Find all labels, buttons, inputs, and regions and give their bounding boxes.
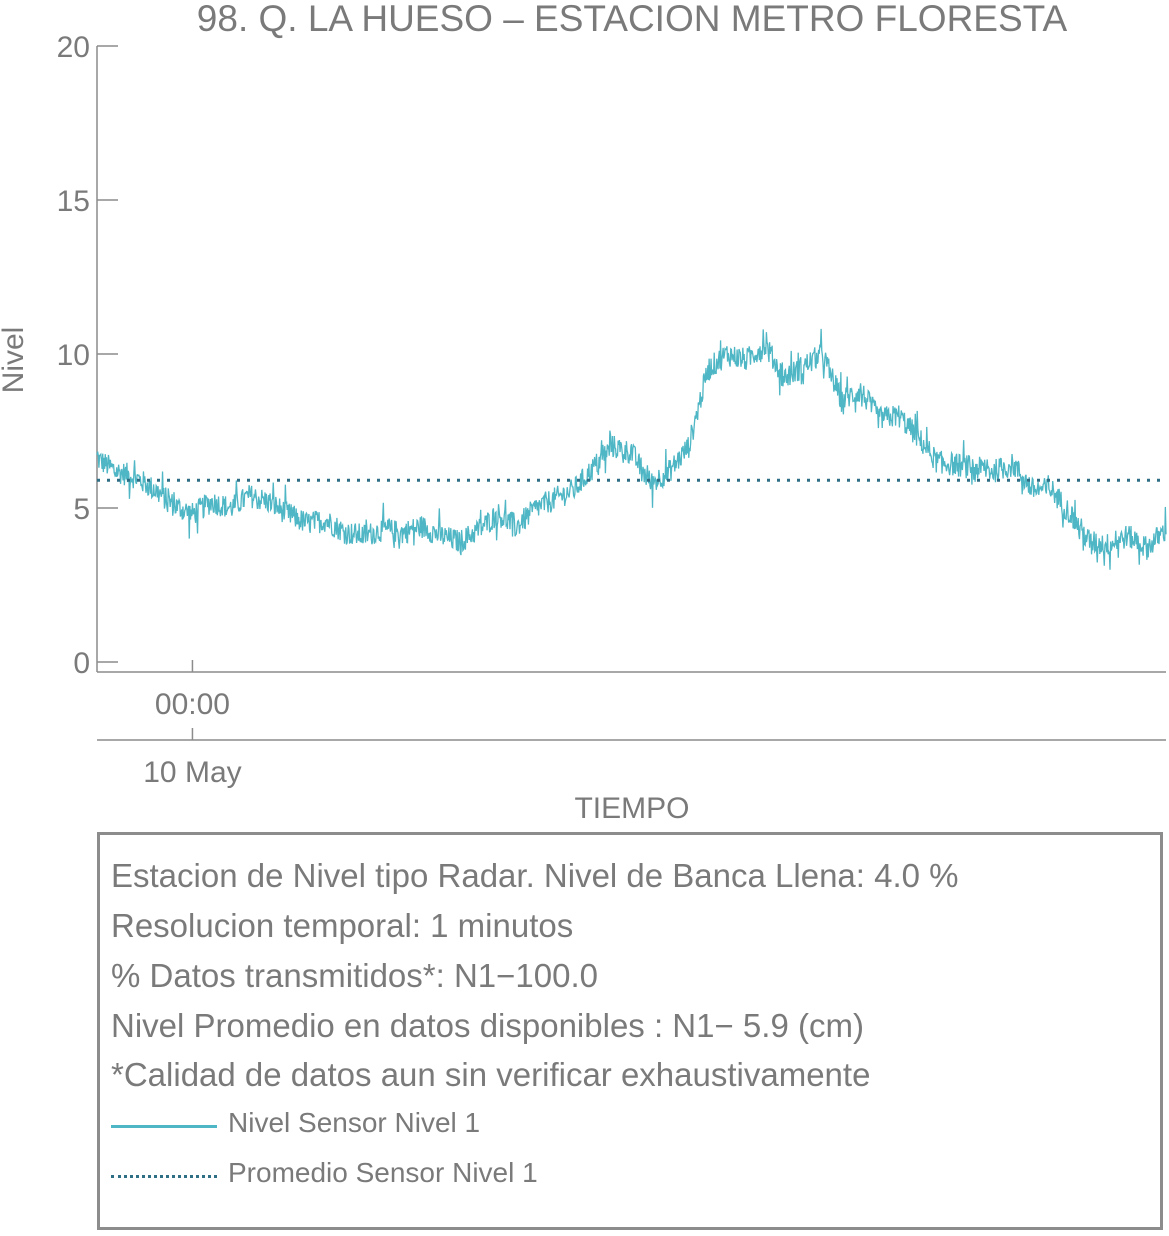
y-tick-label-0: 0 xyxy=(73,647,90,680)
legend-swatch-solid xyxy=(111,1125,217,1128)
series-group xyxy=(96,328,1167,570)
info-line-radar: Estacion de Nivel tipo Radar. Nivel de B… xyxy=(111,857,959,894)
y-tick-label-3: 15 xyxy=(57,185,90,218)
info-line-transmitted: % Datos transmitidos*: N1−100.0 xyxy=(111,957,598,994)
y-axis-label: Nivel xyxy=(0,327,30,394)
legend-item-nivel: Nivel Sensor Nivel 1 xyxy=(111,1107,811,1147)
legend-item-promedio: Promedio Sensor Nivel 1 xyxy=(111,1157,811,1197)
legend-label-promedio: Promedio Sensor Nivel 1 xyxy=(228,1157,538,1188)
legend-swatch-dotted xyxy=(111,1175,217,1178)
x-axis xyxy=(97,671,1166,741)
y-ticks: 0 5 10 15 20 xyxy=(57,31,118,680)
chart-title: 98. Q. LA HUESO – ESTACION METRO FLOREST… xyxy=(197,0,1068,39)
y-tick-label-1: 5 xyxy=(73,493,90,526)
info-box: Estacion de Nivel tipo Radar. Nivel de B… xyxy=(97,832,1163,1230)
chart: 98. Q. LA HUESO – ESTACION METRO FLOREST… xyxy=(0,0,1167,825)
y-tick-label-4: 20 xyxy=(57,31,90,64)
x-axis-label: TIEMPO xyxy=(574,792,689,825)
x-tick-time-label-0: 00:00 xyxy=(155,688,230,721)
info-line-resolution: Resolucion temporal: 1 minutos xyxy=(111,907,574,944)
legend-label-nivel: Nivel Sensor Nivel 1 xyxy=(228,1107,481,1138)
series-line-nivel xyxy=(96,328,1167,570)
info-line-quality: *Calidad de datos aun sin verificar exha… xyxy=(111,1056,871,1093)
info-line-average: Nivel Promedio en datos disponibles : N1… xyxy=(111,1007,864,1044)
x-ticks: 00:00 10 May xyxy=(143,660,242,789)
y-tick-label-2: 10 xyxy=(57,339,90,372)
x-tick-date-label-0: 10 May xyxy=(143,756,241,789)
